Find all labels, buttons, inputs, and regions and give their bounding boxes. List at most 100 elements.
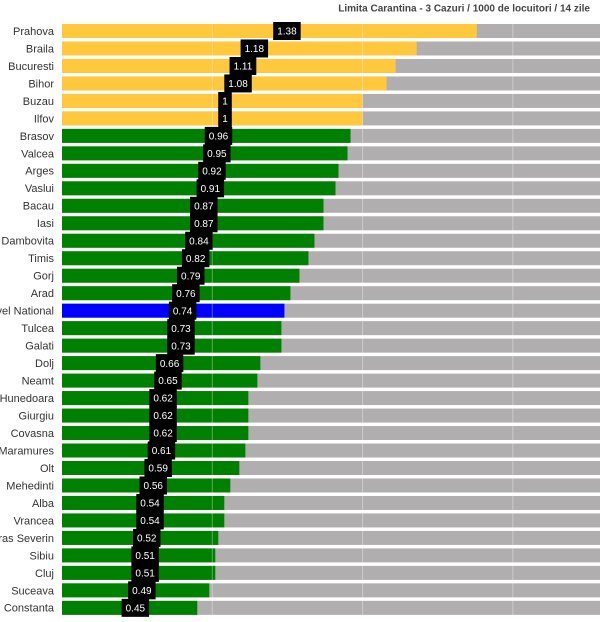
value-label: 0.51 <box>135 551 155 562</box>
value-label-box <box>147 441 176 460</box>
bar <box>62 58 396 73</box>
value-label: 1.38 <box>277 27 297 38</box>
category-label: Timis <box>28 253 54 265</box>
value-label-box <box>196 179 225 198</box>
category-label: Neamt <box>22 376 54 388</box>
value-label: 0.82 <box>186 254 206 265</box>
category-label: Galati <box>25 341 54 353</box>
category-label: Dambovita <box>1 236 54 248</box>
value-label-box <box>121 598 150 617</box>
value-label: 0.51 <box>135 569 155 580</box>
value-label-box <box>131 546 159 565</box>
category-label: Ilfov <box>34 113 55 125</box>
value-label: 1.11 <box>234 62 253 73</box>
value-label-box <box>190 196 218 215</box>
value-label: 0.66 <box>160 359 180 370</box>
value-label: 0.95 <box>207 149 227 160</box>
value-label: 1.08 <box>228 79 248 90</box>
category-label: Maramures <box>0 445 54 457</box>
category-label: Covasna <box>11 428 55 440</box>
bar <box>62 76 387 91</box>
value-label-box <box>167 319 195 338</box>
bar <box>62 41 417 56</box>
category-label: Sibiu <box>30 550 54 562</box>
value-label-box <box>168 301 197 320</box>
value-label-box <box>139 476 168 495</box>
category-label: Buzau <box>23 96 54 108</box>
value-label-box <box>149 424 177 443</box>
value-label: 0.87 <box>194 219 214 230</box>
category-label: Olt <box>40 463 54 475</box>
category-label: Giurgiu <box>19 410 54 422</box>
value-label: 0.96 <box>209 132 229 143</box>
category-label: Cluj <box>35 568 54 580</box>
value-label-box <box>144 459 172 477</box>
value-label-box <box>136 511 164 530</box>
value-label: 0.84 <box>189 236 209 247</box>
value-label-box <box>177 266 205 285</box>
category-label: Gorj <box>33 271 54 283</box>
value-label-box <box>203 144 231 163</box>
category-label: Suceava <box>11 585 55 597</box>
value-label: 0.62 <box>153 394 173 405</box>
value-label: 0.62 <box>153 411 173 422</box>
value-label: 0.74 <box>173 306 193 317</box>
value-label: 0.54 <box>140 516 160 527</box>
value-label-box <box>181 249 210 268</box>
bar <box>62 111 363 126</box>
category-label: Brasov <box>20 131 55 143</box>
value-label-box <box>229 56 257 75</box>
value-label: 0.92 <box>202 166 222 177</box>
value-label-box <box>273 22 301 40</box>
value-label: 1 <box>222 97 228 108</box>
value-label: 0.59 <box>148 464 168 475</box>
value-label-box <box>190 214 218 233</box>
category-label: Vrancea <box>13 515 54 527</box>
value-label-box <box>172 284 200 303</box>
category-label: Bucuresti <box>8 61 54 73</box>
value-label: 0.79 <box>181 271 201 282</box>
value-label-box <box>131 563 159 582</box>
category-label: Arges <box>25 166 54 178</box>
value-label-box <box>133 528 161 547</box>
value-label-box <box>155 354 184 373</box>
value-label: 0.91 <box>201 184 221 195</box>
category-label: Alba <box>32 498 55 510</box>
category-label: Hunedoara <box>0 393 55 405</box>
value-label-box <box>204 126 233 145</box>
value-label: 0.65 <box>158 376 178 387</box>
value-label: 0.56 <box>144 481 164 492</box>
chart-title: Limita Carantina - 3 Cazuri / 1000 de lo… <box>338 4 590 15</box>
value-label: 0.73 <box>171 324 191 335</box>
category-label: Bacau <box>23 201 54 213</box>
category-label: Dolj <box>35 358 54 370</box>
value-label: 0.62 <box>153 429 173 440</box>
value-label: 0.87 <box>194 201 214 212</box>
value-label-box <box>154 371 182 390</box>
category-label: Braila <box>26 43 55 55</box>
value-label-box <box>128 581 156 600</box>
value-label: 0.45 <box>126 603 146 614</box>
value-label: 0.54 <box>140 499 160 510</box>
category-label: Mehedinti <box>6 480 54 492</box>
value-label-box <box>185 231 213 250</box>
value-label: 0.73 <box>171 341 191 352</box>
value-label-box <box>149 389 177 408</box>
bar <box>62 93 363 108</box>
category-label: Valcea <box>21 148 55 160</box>
category-label: Prahova <box>13 26 55 38</box>
category-label: Constanta <box>4 603 55 615</box>
category-label: Tulcea <box>21 323 54 335</box>
value-label: 1.18 <box>245 44 265 55</box>
value-label: 1 <box>222 114 228 125</box>
value-label-box <box>149 406 177 425</box>
category-label: Arad <box>31 288 54 300</box>
value-label: 0.52 <box>137 534 157 545</box>
value-label: 0.76 <box>176 289 196 300</box>
value-label-box <box>224 74 252 93</box>
value-label: 0.49 <box>132 586 152 597</box>
category-label: Iasi <box>37 218 54 230</box>
